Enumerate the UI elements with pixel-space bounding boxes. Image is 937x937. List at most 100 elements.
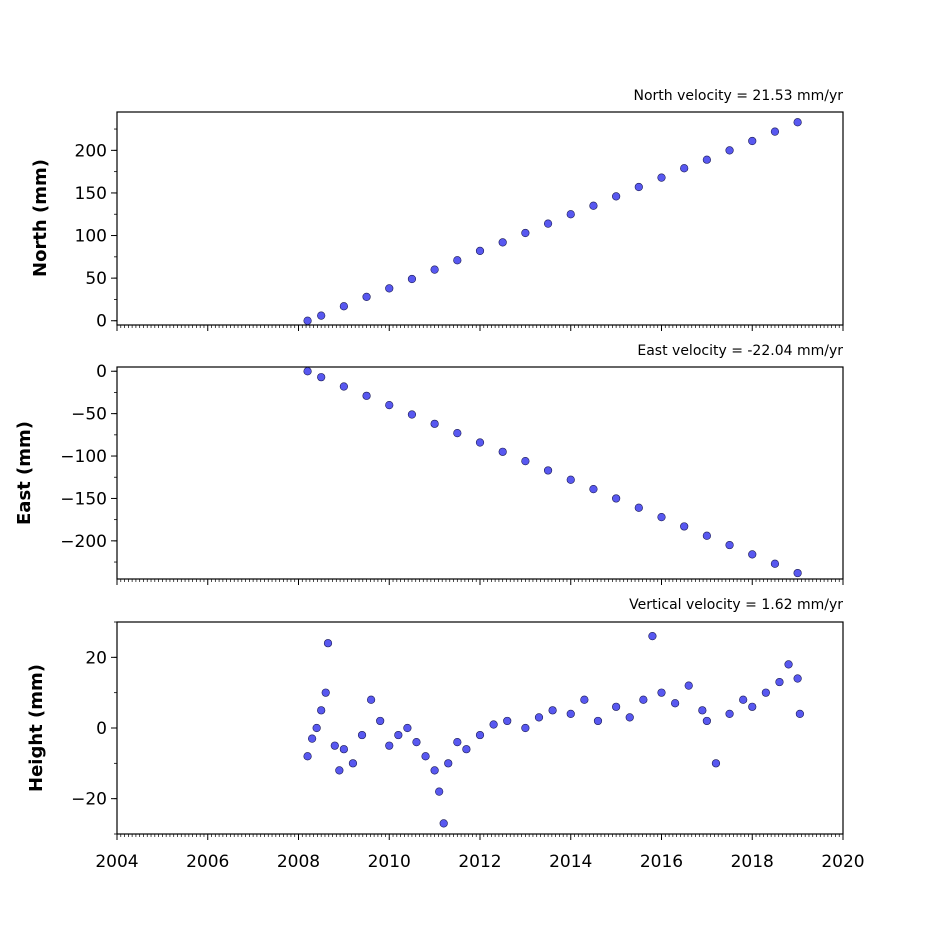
height-data-point — [435, 787, 444, 796]
east-data-point — [362, 391, 371, 400]
height-y-tick-label: −20 — [71, 790, 107, 810]
north-panel-title: North velocity = 21.53 mm/yr — [633, 88, 843, 104]
height-data-point — [566, 709, 575, 718]
height-data-point — [489, 720, 498, 729]
north-data-point — [702, 155, 711, 164]
north-data-point — [543, 219, 553, 228]
east-data-point — [475, 438, 485, 447]
east-y-tick-label: −100 — [60, 447, 107, 467]
north-y-tick-label: 50 — [85, 269, 107, 289]
height-data-point — [625, 713, 634, 722]
height-data-point — [385, 741, 394, 750]
north-data-point — [430, 265, 439, 274]
north-data-point — [725, 146, 734, 155]
north-data-point — [475, 246, 485, 255]
height-data-point — [748, 702, 757, 711]
east-y-tick-label: −50 — [71, 405, 107, 425]
height-data-point — [784, 660, 793, 669]
east-panel-title: East velocity = -22.04 mm/yr — [637, 343, 843, 359]
north-data-point — [634, 182, 643, 192]
height-data-point — [308, 734, 317, 743]
height-data-point — [403, 723, 412, 733]
east-data-point — [702, 531, 711, 540]
east-data-point — [657, 512, 666, 522]
x-tick-label: 2018 — [731, 852, 774, 872]
east-y-tick-label: 0 — [96, 362, 107, 382]
height-data-point — [453, 738, 462, 747]
east-data-point — [589, 485, 598, 494]
height-data-point — [739, 695, 748, 704]
east-data-point — [407, 410, 417, 419]
height-data-point — [462, 745, 471, 754]
east-data-point — [566, 475, 575, 484]
height-data-point — [648, 632, 657, 641]
north-data-point — [657, 173, 666, 182]
east-data-point — [634, 503, 643, 512]
north-data-point — [612, 192, 621, 201]
height-data-point — [317, 706, 326, 715]
height-data-point — [430, 766, 439, 775]
height-data-point — [503, 716, 512, 726]
height-data-point — [421, 752, 430, 761]
height-data-point — [534, 713, 544, 722]
north-axes-frame — [116, 111, 844, 326]
height-data-point — [444, 759, 453, 768]
height-data-point — [795, 709, 804, 718]
height-data-point — [702, 716, 711, 726]
height-data-point — [367, 695, 376, 704]
north-y-axis-label: North (mm) — [30, 159, 51, 277]
north-data-point — [566, 210, 575, 219]
east-panel: East velocity = -22.04 mm/yr East (mm) 0… — [14, 343, 844, 585]
north-plot-area: 0 50 100 150 200 — [75, 111, 844, 332]
height-data-point — [439, 819, 448, 828]
east-data-point — [612, 494, 621, 503]
x-tick-label: 2008 — [277, 852, 320, 872]
height-data-point — [323, 639, 333, 648]
east-data-point — [453, 429, 462, 438]
height-data-point — [761, 688, 770, 697]
x-tick-label: 2006 — [186, 852, 229, 872]
x-axis-tick-labels: 2004 2006 2008 2010 2012 2014 2016 2018 2020 — [95, 852, 864, 872]
height-data-point — [657, 688, 666, 697]
height-data-point — [698, 706, 707, 715]
height-data-point — [475, 730, 485, 740]
height-data-point — [339, 745, 348, 754]
north-data-point — [317, 311, 326, 320]
north-data-point — [748, 136, 757, 146]
height-data-point — [684, 681, 693, 690]
north-data-point — [385, 284, 394, 293]
east-axes-frame — [116, 366, 844, 580]
north-data-point — [770, 127, 780, 136]
x-tick-label: 2004 — [95, 852, 138, 872]
height-panel-title: Vertical velocity = 1.62 mm/yr — [629, 597, 843, 613]
height-data-point — [711, 759, 721, 768]
height-data-point — [725, 709, 734, 718]
north-y-tick-label: 100 — [75, 227, 107, 247]
x-tick-label: 2014 — [549, 852, 592, 872]
east-data-point — [521, 457, 530, 466]
north-y-tick-label: 0 — [96, 312, 107, 332]
east-data-point — [498, 447, 507, 456]
east-y-axis-label: East (mm) — [14, 421, 35, 525]
north-data-point — [498, 238, 507, 247]
height-panel: Vertical velocity = 1.62 mm/yr Height (m… — [26, 597, 844, 840]
height-y-tick-label: 0 — [96, 719, 107, 739]
north-y-tick-label: 150 — [75, 184, 107, 204]
height-data-point — [593, 716, 603, 726]
east-y-tick-label: −150 — [60, 489, 107, 509]
height-data-point — [312, 723, 321, 733]
east-data-point — [680, 522, 689, 531]
north-data-point — [680, 164, 689, 173]
east-data-point — [303, 367, 312, 376]
east-data-point — [385, 401, 394, 410]
height-data-point — [330, 741, 339, 750]
east-data-point — [543, 466, 553, 475]
north-data-point — [407, 274, 417, 284]
height-y-tick-label: 20 — [85, 648, 107, 668]
height-data-point — [412, 738, 421, 747]
height-data-point — [612, 702, 621, 711]
north-data-point — [589, 201, 598, 210]
height-data-point — [394, 730, 403, 740]
east-data-point — [725, 540, 734, 550]
